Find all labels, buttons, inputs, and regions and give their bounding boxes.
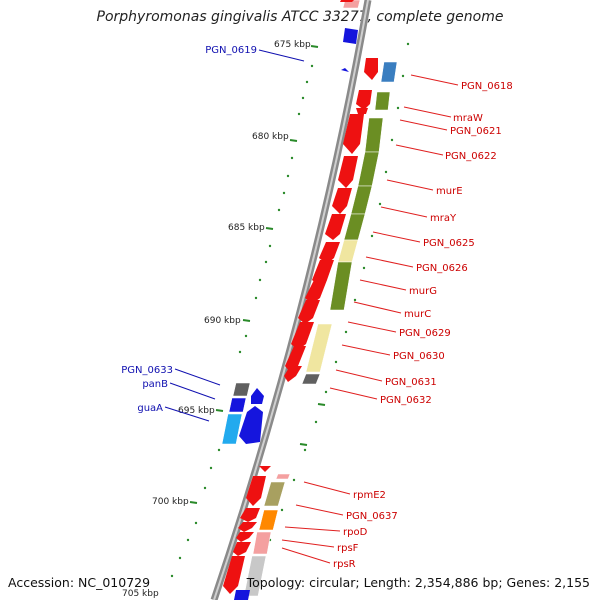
gene-label[interactable]: panB bbox=[142, 379, 168, 390]
gene-label[interactable]: PGN_0626 bbox=[416, 263, 468, 274]
gene-label[interactable]: murE bbox=[436, 186, 463, 197]
forward-cds-track bbox=[223, 0, 378, 594]
gene-label[interactable]: PGN_0619 bbox=[205, 45, 257, 56]
gene-label[interactable]: mraW bbox=[453, 113, 483, 124]
scale-label-680: 680 kbp bbox=[252, 132, 289, 142]
scale-label-705: 705 kbp bbox=[122, 589, 159, 599]
scale-label-675: 675 kbp bbox=[274, 40, 311, 50]
reverse-cds-track bbox=[234, 28, 358, 600]
gene-label[interactable]: mraY bbox=[430, 213, 457, 224]
gene-label[interactable]: murC bbox=[404, 309, 431, 320]
gene-label[interactable]: rpmE2 bbox=[353, 490, 386, 501]
gene-label[interactable]: PGN_0625 bbox=[423, 238, 475, 249]
gene-label[interactable]: PGN_0631 bbox=[385, 377, 437, 388]
reverse-leader-lines bbox=[164, 49, 305, 422]
gene-label[interactable]: PGN_0630 bbox=[393, 351, 445, 362]
gene-label[interactable]: rpsF bbox=[337, 543, 359, 554]
gene-label[interactable]: PGN_0621 bbox=[450, 126, 502, 137]
scale-major-ticks bbox=[189, 45, 326, 504]
gene-label[interactable]: PGN_0622 bbox=[445, 151, 497, 162]
gene-label[interactable]: guaA bbox=[137, 403, 163, 414]
scale-label-700: 700 kbp bbox=[152, 497, 189, 507]
gene-label[interactable]: PGN_0637 bbox=[346, 511, 398, 522]
gene-label[interactable]: rpoD bbox=[343, 527, 368, 538]
gene-label[interactable]: murG bbox=[409, 286, 437, 297]
scale-dots bbox=[170, 42, 410, 578]
cog-track bbox=[221, 0, 398, 597]
scale-label-695: 695 kbp bbox=[178, 406, 215, 416]
gene-label[interactable]: PGN_0632 bbox=[380, 395, 432, 406]
gene-label[interactable]: rpsR bbox=[333, 559, 356, 570]
accession-text: Accession: NC_010729 bbox=[8, 575, 151, 590]
forward-leader-lines bbox=[281, 74, 459, 564]
gene-label[interactable]: PGN_0633 bbox=[121, 365, 173, 376]
gene-label[interactable]: PGN_0629 bbox=[399, 328, 451, 339]
gene-label[interactable]: PGN_0618 bbox=[461, 81, 513, 92]
genome-summary-text: Topology: circular; Length: 2,354,886 bp… bbox=[246, 575, 590, 590]
scale-label-685: 685 kbp bbox=[228, 223, 265, 233]
scale-label-690: 690 kbp bbox=[204, 316, 241, 326]
map-title: Porphyromonas gingivalis ATCC 33277, com… bbox=[96, 9, 504, 25]
